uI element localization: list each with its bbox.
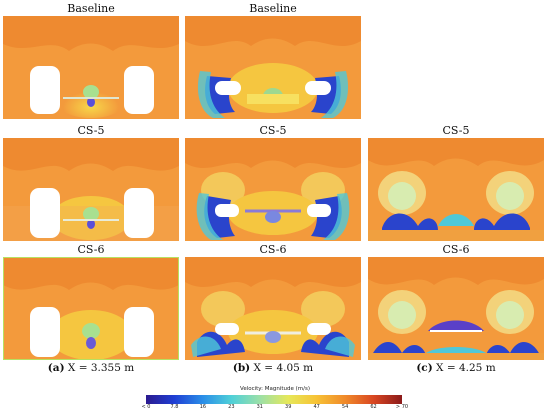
colorbar-tick-label: 54 <box>341 404 349 410</box>
cfd-panel-cs5-c <box>368 138 544 241</box>
legend-title: Velocity: Magnitude (m/s) <box>239 386 311 392</box>
panel-title-r3c2: CS-6 <box>259 243 287 256</box>
caption-c-text: X = 4.25 m <box>432 362 496 374</box>
caption-a-text: X = 3.355 m <box>64 362 135 374</box>
panel-title-r1c2: Baseline <box>249 2 297 15</box>
caption-c-letter: (c) <box>416 362 433 374</box>
panel-title-r2c3: CS-5 <box>442 124 470 137</box>
caption-b: (b) X = 4.05 m <box>185 362 361 374</box>
colorbar-tick-label: 23 <box>228 404 235 410</box>
cfd-panel-cs6-a <box>3 257 179 360</box>
panel-title-r3c3: CS-6 <box>442 243 470 256</box>
colorbar-tick-label: < 0 <box>141 404 151 410</box>
caption-a-letter: (a) <box>47 362 65 374</box>
cfd-panel-cs5-b <box>185 138 361 241</box>
cfd-panel-baseline-b <box>185 16 361 119</box>
colorbar-tick-label: 31 <box>256 404 263 410</box>
panel-title-r2c2: CS-5 <box>259 124 287 137</box>
caption-b-letter: (b) <box>232 362 251 374</box>
colorbar-tick-label: 47 <box>313 404 320 410</box>
colorbar-tick-label: 39 <box>285 404 292 410</box>
caption-c: (c) X = 4.25 m <box>368 362 544 374</box>
colorbar-tick-label: 62 <box>370 404 377 410</box>
panel-title-r1c1: Baseline <box>67 2 115 15</box>
cfd-panel-cs6-c <box>368 257 544 360</box>
cfd-panel-baseline-a <box>3 16 179 119</box>
colorbar-tick-label: > 70 <box>395 404 409 410</box>
cfd-panel-cs6-b <box>185 257 361 360</box>
colorbar <box>146 395 402 404</box>
colorbar-tick-label: 7.8 <box>170 404 179 410</box>
panel-title-r3c1: CS-6 <box>77 243 105 256</box>
cfd-panel-cs5-a <box>3 138 179 241</box>
panel-title-r2c1: CS-5 <box>77 124 105 137</box>
colorbar-tick-label: 16 <box>199 404 207 410</box>
caption-a: (a) X = 3.355 m <box>3 362 179 374</box>
caption-b-text: X = 4.05 m <box>250 362 314 374</box>
